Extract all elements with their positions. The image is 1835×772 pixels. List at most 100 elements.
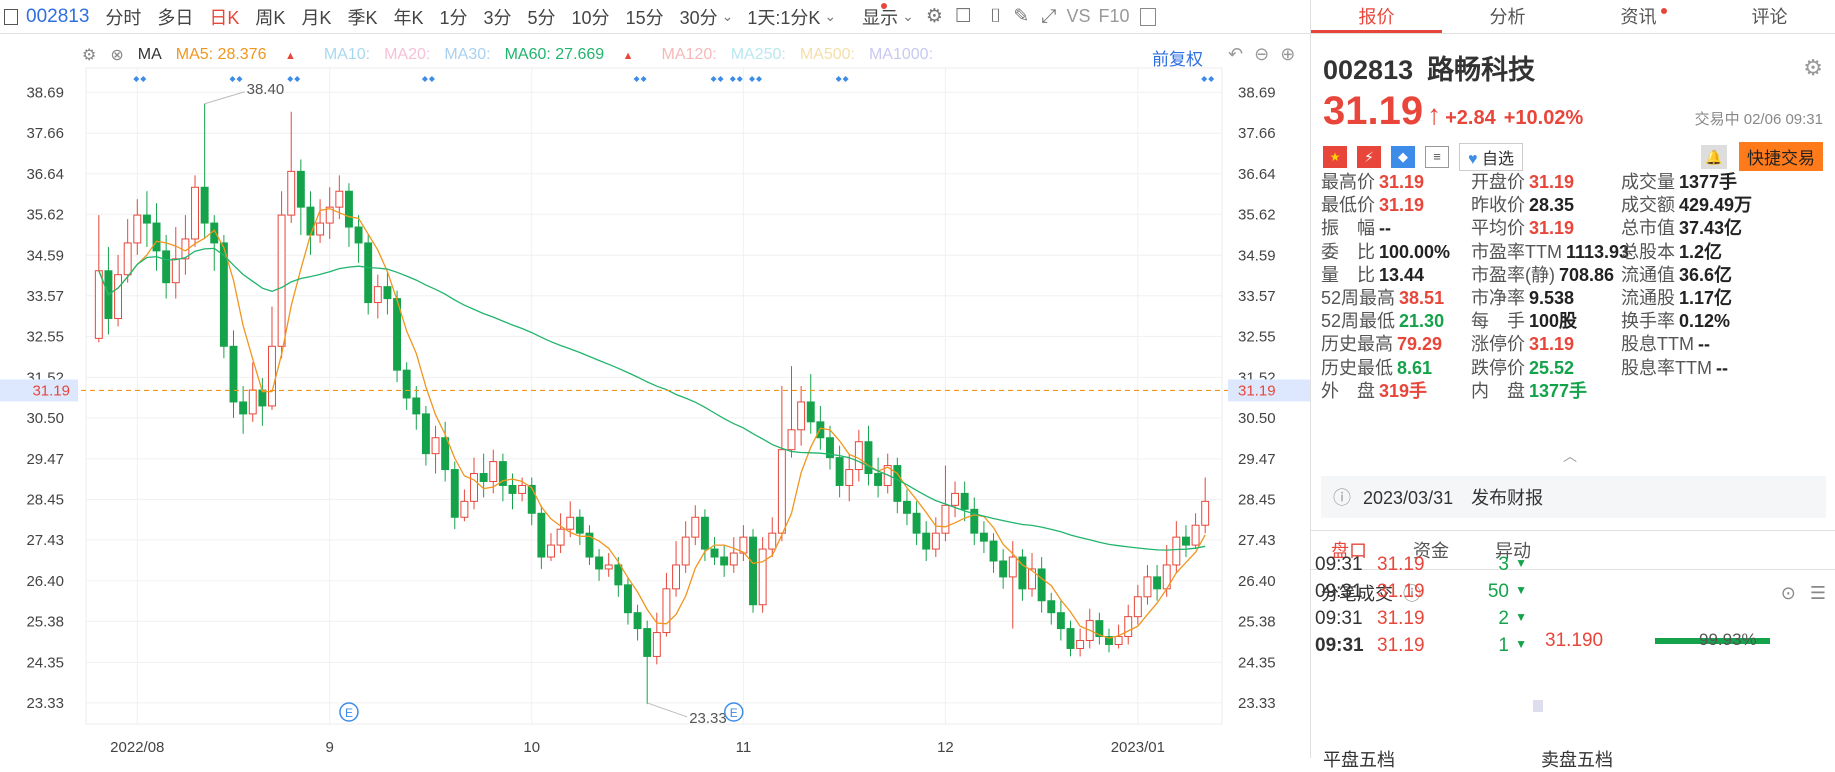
zoom-out-icon[interactable]: ⊖ <box>1254 44 1270 64</box>
x-tick-label: 11 <box>736 739 752 756</box>
undo-icon[interactable]: ↶ <box>1228 44 1244 64</box>
stat-8: 总市值 37.43亿 <box>1621 214 1742 240</box>
period-30min[interactable]: 30分 <box>679 7 718 28</box>
x-tick-label: 12 <box>937 739 954 756</box>
square-icon[interactable]: ☐ <box>954 6 972 27</box>
quick-trade-button[interactable]: 快捷交易 <box>1739 142 1823 171</box>
stat-value: -- <box>1697 334 1710 355</box>
note-icon[interactable]: ≡ <box>1425 145 1449 168</box>
scroll-block[interactable] <box>1533 700 1543 712</box>
chevron-down-icon[interactable]: ⌄ <box>721 8 734 24</box>
subtab-funds[interactable]: 资金 <box>1413 541 1449 561</box>
price-change: +2.84 <box>1445 107 1496 129</box>
stat-16: 市净率 9.538 <box>1471 284 1574 310</box>
candle-body <box>171 258 180 284</box>
y-tick-label-left: 38.69 <box>26 84 64 101</box>
pencil-icon[interactable]: ✎ <box>1013 6 1030 27</box>
chart-controls: ↶ ⊖ ⊕ <box>1228 44 1295 65</box>
y-tick-label-left: 37.66 <box>26 125 64 142</box>
y-tick-label-left: 30.50 <box>26 410 64 427</box>
camera-icon[interactable]: ⌷ <box>989 5 1002 27</box>
zoom-in-icon[interactable]: ⊕ <box>1280 44 1296 64</box>
period-yuek[interactable]: 月K <box>301 7 332 28</box>
candle-body <box>1037 568 1046 602</box>
stat-20: 换手率 0.12% <box>1621 307 1730 333</box>
period-5min[interactable]: 5分 <box>527 7 556 28</box>
x-tick-label: 9 <box>326 739 334 756</box>
candle-body <box>1028 568 1036 590</box>
flag-icon[interactable]: ★ <box>1323 145 1347 168</box>
candle-body <box>518 484 527 494</box>
event-diamond-icon <box>1201 76 1215 82</box>
kline-chart[interactable]: 38.6937.6636.6435.6234.5933.5732.5531.52… <box>0 34 1310 758</box>
f10-button[interactable]: F10 <box>1098 6 1130 26</box>
period-3min[interactable]: 3分 <box>483 7 512 28</box>
stock-code-tab[interactable]: 002813 <box>26 5 90 27</box>
candle-body <box>768 532 777 550</box>
price-tag-left-bg <box>0 379 78 402</box>
period-duori[interactable]: 多日 <box>157 7 194 28</box>
period-10min[interactable]: 10分 <box>571 7 610 28</box>
period-jik[interactable]: 季K <box>347 7 378 28</box>
candle-body <box>845 469 854 486</box>
candle-body <box>1105 636 1113 645</box>
period-15min[interactable]: 15分 <box>625 7 664 28</box>
fullscreen-icon[interactable]: ⤢ <box>1041 5 1057 27</box>
stat-label: 流通值 <box>1621 264 1675 285</box>
lightning-icon[interactable]: ⚡ <box>1357 145 1381 168</box>
price-tag-left: 31.19 <box>32 382 70 399</box>
x-tick-label: 2023/01 <box>1111 739 1165 756</box>
collapse-icon[interactable]: ︿ <box>1563 448 1577 464</box>
subtab-pankou[interactable]: 盘口 <box>1331 541 1367 561</box>
ma10-label: MA10: <box>323 46 371 63</box>
period-rik[interactable]: 日K <box>209 7 240 28</box>
gear-icon[interactable]: ⚙ <box>82 47 97 64</box>
gear-icon[interactable]: ⚙ <box>1803 54 1823 80</box>
display-menu[interactable]: 显示 <box>862 7 899 28</box>
panel-toggle-icon[interactable] <box>4 8 18 25</box>
info-icon[interactable]: ⓘ <box>1403 584 1421 604</box>
watch-button[interactable]: ♥ 自选 <box>1459 142 1523 171</box>
stock-code: 002813 <box>1323 55 1414 85</box>
earnings-notice[interactable]: ⓘ 2023/03/31 发布财报 <box>1321 476 1826 518</box>
period-fenshi[interactable]: 分时 <box>105 7 142 28</box>
ma-legend: ⚙ ⊗ MA MA5: 28.376 ▲ MA10: MA20: MA30: M… <box>82 44 947 66</box>
tab-news[interactable]: 资讯 <box>1573 0 1704 33</box>
period-1min[interactable]: 1分 <box>439 7 468 28</box>
stat-value: 25.52 <box>1529 357 1575 378</box>
tab-comments[interactable]: 评论 <box>1751 7 1788 27</box>
close-icon[interactable]: ⊗ <box>110 47 124 64</box>
ma250-label: MA250: <box>730 46 786 63</box>
interval-select[interactable]: 1天:1分K <box>747 7 821 28</box>
tick-volume: 1 <box>1498 635 1509 656</box>
tick-time: 09:31 <box>1315 608 1363 629</box>
bell-icon[interactable]: 🔔 <box>1701 144 1727 169</box>
vs-button[interactable]: VS <box>1066 6 1091 26</box>
candle-body <box>1124 616 1133 638</box>
stat-value: 1.17亿 <box>1679 288 1733 308</box>
period-zhouk[interactable]: 周K <box>255 7 286 28</box>
tag-icon[interactable]: ◆ <box>1391 145 1415 168</box>
candle-body <box>806 401 815 423</box>
chevron-down-icon[interactable]: ⌄ <box>824 8 837 24</box>
list-icon[interactable]: ☰ <box>1809 582 1826 603</box>
event-diamond-icon <box>287 76 301 82</box>
ma-label[interactable]: MA <box>137 46 162 63</box>
period-niank[interactable]: 年K <box>393 7 424 28</box>
y-tick-label-right: 34.59 <box>1238 247 1276 264</box>
candle-body <box>1181 536 1190 546</box>
tab-analysis[interactable]: 分析 <box>1489 7 1526 27</box>
more-icon[interactable]: ⊙ <box>1780 582 1796 603</box>
candle-body <box>787 429 796 451</box>
adjust-button[interactable]: 前复权 <box>1152 50 1203 69</box>
sidebar-toggle-icon[interactable] <box>1139 7 1156 26</box>
stat-19: 每 手 100股 <box>1471 307 1577 333</box>
ma60-label: MA60: 27.669 ▲ <box>504 46 634 63</box>
subtab-alerts[interactable]: 异动 <box>1495 541 1531 561</box>
candle-body <box>470 473 478 502</box>
stat-value: 31.19 <box>1529 218 1575 239</box>
gear-icon[interactable]: ⚙ <box>925 6 943 27</box>
chevron-down-icon[interactable]: ⌄ <box>902 8 914 24</box>
candle-body <box>200 186 209 224</box>
tab-quote[interactable]: 报价 <box>1311 0 1442 33</box>
